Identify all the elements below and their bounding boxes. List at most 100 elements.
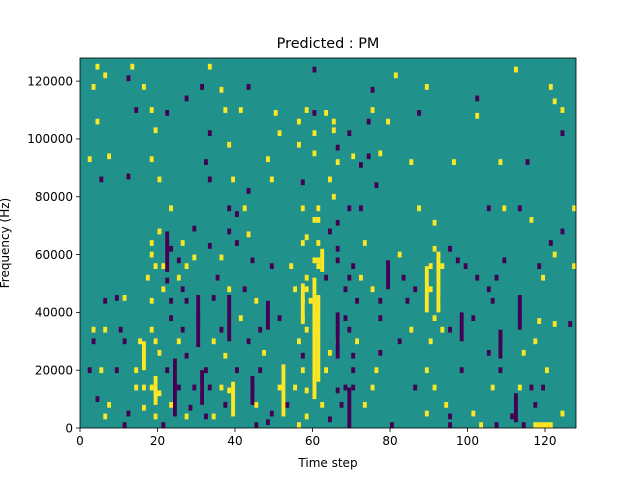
x-tick-label: 60 <box>305 434 320 448</box>
heatmap-cell <box>552 321 557 327</box>
heatmap-cell <box>328 349 332 356</box>
heatmap-cell <box>95 118 100 125</box>
heatmap-cell <box>165 110 170 116</box>
heatmap-cell <box>176 338 181 345</box>
y-tick-label: 20000 <box>35 363 73 377</box>
heatmap-cell <box>176 384 181 391</box>
heatmap-cell <box>207 63 212 70</box>
x-tick-label: 120 <box>534 434 557 448</box>
heatmap-cell <box>223 401 228 408</box>
heatmap-cell <box>537 318 542 324</box>
heatmap-cell <box>572 205 577 212</box>
heatmap-cell <box>227 205 232 212</box>
y-tick-label: 40000 <box>35 306 73 320</box>
heatmap-cell <box>541 274 546 281</box>
heatmap-cell <box>548 240 553 246</box>
heatmap-cell <box>304 326 309 333</box>
heatmap-cell <box>533 422 538 428</box>
heatmap-background <box>80 58 576 428</box>
heatmap-cell <box>378 315 383 322</box>
heatmap-run <box>266 300 270 330</box>
heatmap-cell <box>486 286 491 293</box>
heatmap-cell <box>409 159 414 165</box>
heatmap-cell <box>134 107 139 113</box>
heatmap-cell <box>188 404 193 411</box>
heatmap-cell <box>204 159 208 165</box>
heatmap-cell <box>157 228 162 235</box>
heatmap-cell <box>122 338 127 345</box>
plot-frame <box>79 57 577 429</box>
heatmap-cell <box>215 274 220 281</box>
heatmap-cell <box>455 257 460 264</box>
heatmap-cell <box>413 286 418 293</box>
heatmap-run <box>165 231 170 272</box>
heatmap-cell <box>432 245 437 252</box>
heatmap-run <box>436 254 441 313</box>
x-axis: 0 20 40 60 80 100 120 <box>76 428 556 448</box>
heatmap-cell <box>432 315 437 322</box>
heatmap-cell <box>142 404 146 411</box>
heatmap-cell <box>211 338 216 345</box>
heatmap-cell <box>498 367 503 374</box>
heatmap-cell <box>246 188 251 194</box>
heatmap-cell <box>541 384 546 391</box>
heatmap-cell <box>254 401 259 408</box>
heatmap-cell <box>114 367 119 374</box>
heatmap-cell <box>370 86 375 93</box>
heatmap-cell <box>374 182 379 189</box>
heatmap-cell <box>529 216 534 223</box>
heatmap-cell <box>533 338 538 345</box>
heatmap-cell <box>428 263 433 270</box>
heatmap-cell <box>359 205 363 212</box>
heatmap-cell <box>351 352 356 359</box>
heatmap-cell <box>300 352 305 359</box>
heatmap-cell <box>161 263 166 270</box>
heatmap-cell <box>312 150 317 157</box>
heatmap-cell <box>359 274 363 281</box>
heatmap-cell <box>316 240 321 246</box>
heatmap-run <box>227 295 232 342</box>
heatmap-cell <box>320 401 325 408</box>
heatmap-cell <box>142 84 146 90</box>
x-tick-label: 0 <box>76 434 84 448</box>
heatmap-cell <box>386 118 391 125</box>
heatmap-cell <box>269 176 274 183</box>
heatmap-cell <box>471 315 476 322</box>
heatmap-cell <box>347 326 352 333</box>
heatmap-cell <box>355 338 360 345</box>
heatmap-cell <box>118 326 123 333</box>
heatmap-cell <box>459 367 464 374</box>
heatmap-cell <box>285 401 290 408</box>
heatmap-cell <box>126 75 131 82</box>
y-axis: 0 20000 40000 60000 80000 100000 120000 <box>27 74 80 435</box>
heatmap-cell <box>397 251 402 258</box>
heatmap-cell <box>153 263 158 270</box>
heatmap-cell <box>490 384 495 391</box>
heatmap-cell <box>370 286 375 293</box>
heatmap-cell <box>413 384 418 391</box>
heatmap-cell <box>316 205 321 212</box>
heatmap-cell <box>227 286 232 293</box>
heatmap-cell <box>312 66 317 73</box>
heatmap-cell <box>157 176 162 183</box>
heatmap-cell <box>238 315 243 322</box>
heatmap-cell <box>448 413 453 420</box>
heatmap-cell <box>293 286 298 293</box>
heatmap-cell <box>134 367 139 374</box>
heatmap-cell <box>331 118 336 125</box>
heatmap-cell <box>560 228 565 235</box>
heatmap-cell <box>87 156 92 163</box>
heatmap-cell <box>277 130 282 137</box>
heatmap-run <box>173 358 177 417</box>
heatmap-cell <box>347 205 352 212</box>
heatmap-cell <box>142 384 146 391</box>
heatmap-cell <box>568 321 573 327</box>
heatmap-run <box>231 381 236 417</box>
heatmap-cell <box>486 349 491 356</box>
x-tick-label: 80 <box>382 434 397 448</box>
heatmap-cell <box>165 277 170 284</box>
heatmap-cell <box>165 367 170 374</box>
heatmap-cell <box>130 63 135 70</box>
heatmap-cell <box>304 234 309 241</box>
